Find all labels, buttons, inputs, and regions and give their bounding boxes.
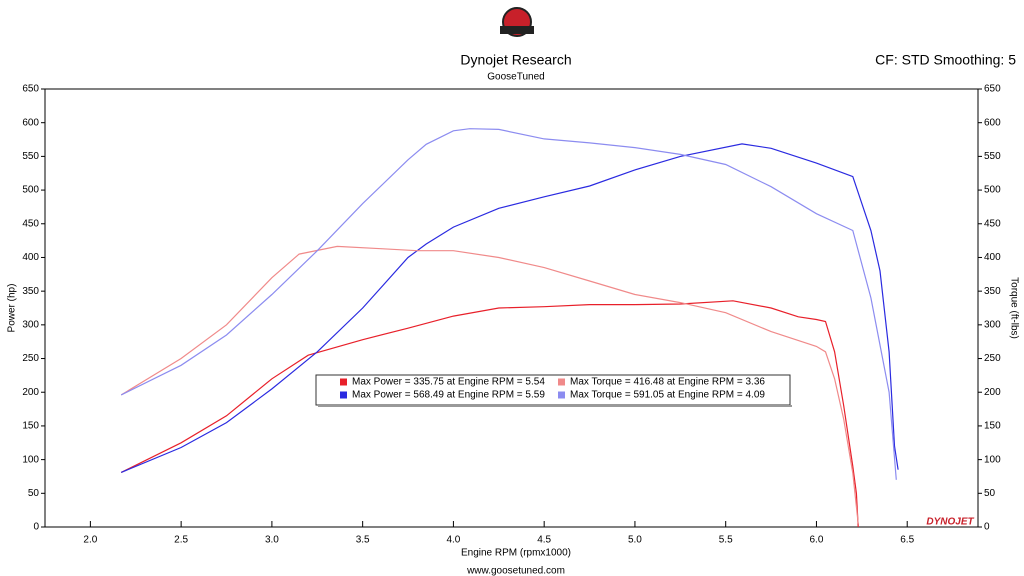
y-tick-label: 500 [22,185,39,196]
legend-swatch [340,378,347,386]
legend-label: Max Power = 335.75 at Engine RPM = 5.54 [352,377,545,388]
x-tick-label: 2.5 [174,535,188,546]
y-tick-label: 150 [22,421,39,432]
legend-label: Max Power = 568.49 at Engine RPM = 5.59 [352,390,545,401]
series-line [120,128,897,480]
y2-tick-label: 0 [984,522,990,533]
y-tick-label: 600 [22,117,39,128]
x-axis-label: Engine RPM (rpmx1000) [461,548,571,559]
legend-box [315,374,791,406]
y-tick-label: 0 [33,522,39,533]
x-tick-label: 6.5 [900,535,914,546]
x-tick-label: 5.0 [628,535,642,546]
y2-tick-label: 200 [984,387,1001,398]
series-line [120,245,859,524]
y-tick-label: 650 [22,84,39,95]
y-tick-label: 50 [28,488,40,499]
brand: DYNOJET [926,517,974,528]
legend: Max Power = 335.75 at Engine RPM = 5.54 M… [315,374,792,407]
x-tick-label: 3.0 [265,535,279,546]
x-tick-label: 5.5 [719,535,733,546]
y2-tick-label: 150 [984,421,1001,432]
y-tick-label: 400 [22,252,39,263]
settings-text: CF: STD Smoothing: 5 [875,52,1016,68]
legend-swatch [340,391,347,399]
logo [500,7,534,37]
y-tick-label: 300 [22,319,39,330]
footer: www.goosetuned.com [466,566,565,576]
y2-tick-label: 550 [984,151,1001,162]
x-tick-label: 4.0 [446,535,460,546]
y2-tick-label: 100 [984,454,1001,465]
legend-label: Max Torque = 591.05 at Engine RPM = 4.09 [570,390,765,401]
y2-tick-label: 400 [984,252,1001,263]
y-tick-label: 350 [22,286,39,297]
y2-tick-label: 450 [984,218,1001,229]
legend-swatch [558,391,565,399]
legend-label: Max Torque = 416.48 at Engine RPM = 3.36 [570,377,765,388]
y2-tick-label: 300 [984,319,1001,330]
legend-swatch [558,378,565,386]
y-axis-label: Power (hp) [7,284,18,333]
y2-tick-label: 50 [984,488,996,499]
y-tick-label: 200 [22,387,39,398]
y-tick-label: 100 [22,454,39,465]
x-tick-label: 3.5 [356,535,370,546]
plot-frame [44,88,979,528]
chart-title: Dynojet Research [460,52,571,68]
chart-subtitle: GooseTuned [487,72,544,83]
y2-axis-label: Torque (ft-lbs) [1008,277,1019,339]
y2-tick-label: 350 [984,286,1001,297]
y-tick-label: 250 [22,353,39,364]
y2-tick-label: 500 [984,185,1001,196]
y2-tick-label: 250 [984,353,1001,364]
x-tick-label: 2.0 [83,535,97,546]
x-tick-label: 6.0 [809,535,823,546]
y2-tick-label: 650 [984,84,1001,95]
y-tick-label: 550 [22,151,39,162]
y-tick-label: 450 [22,218,39,229]
series-line [120,300,859,528]
legend-shadow [318,405,792,407]
y2-tick-label: 600 [984,117,1001,128]
series-line [120,143,899,473]
x-tick-label: 4.5 [537,535,551,546]
